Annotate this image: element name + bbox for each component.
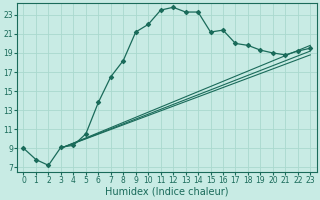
- Point: [71, 144, 76, 147]
- X-axis label: Humidex (Indice chaleur): Humidex (Indice chaleur): [105, 187, 229, 197]
- Point: [220, 29, 226, 32]
- Point: [283, 53, 288, 56]
- Point: [183, 10, 188, 14]
- Point: [158, 9, 163, 12]
- Point: [208, 30, 213, 34]
- Point: [196, 10, 201, 14]
- Point: [270, 51, 276, 55]
- Point: [258, 49, 263, 52]
- Point: [171, 6, 176, 9]
- Point: [146, 23, 151, 26]
- Point: [33, 158, 38, 161]
- Point: [121, 59, 126, 62]
- Point: [96, 101, 101, 104]
- Point: [295, 49, 300, 53]
- Point: [245, 44, 251, 47]
- Point: [133, 30, 138, 34]
- Point: [21, 147, 26, 150]
- Point: [83, 132, 88, 135]
- Point: [308, 47, 313, 50]
- Point: [58, 146, 63, 149]
- Point: [46, 164, 51, 167]
- Point: [233, 42, 238, 45]
- Point: [108, 75, 113, 78]
